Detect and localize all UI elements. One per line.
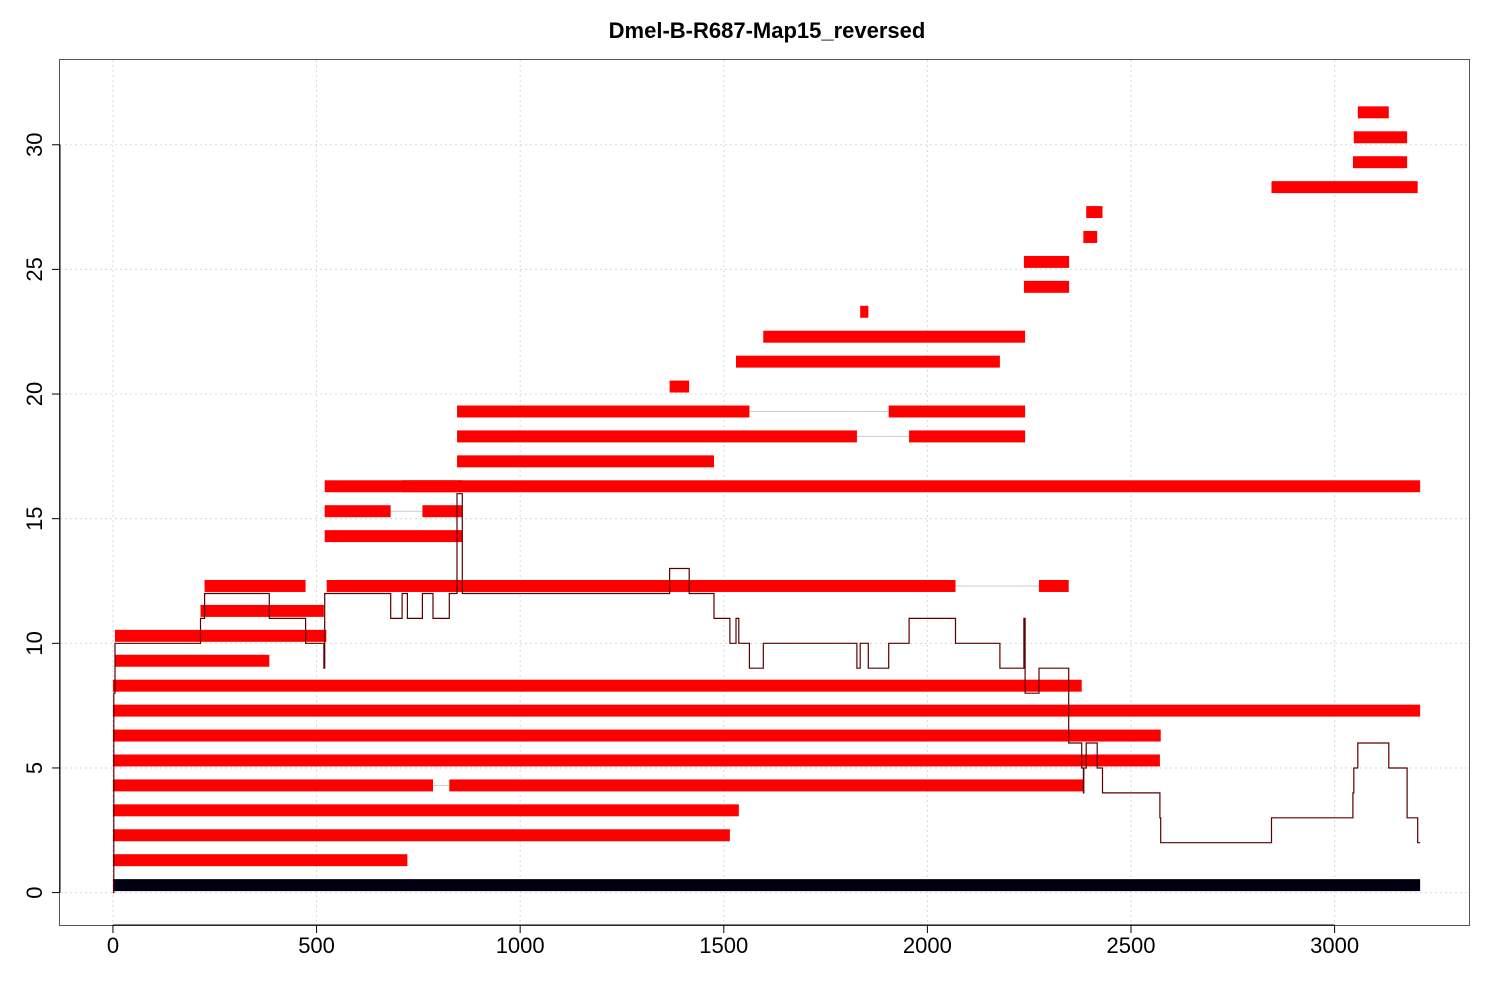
- read-bar: [1271, 181, 1418, 194]
- y-tick-label: 25: [22, 257, 47, 281]
- read-bar: [1352, 156, 1408, 169]
- coverage-line: [112, 493, 1421, 894]
- reference-bar-group: [112, 879, 1421, 892]
- y-tick-label: 30: [22, 133, 47, 157]
- read-bar: [324, 530, 463, 543]
- read-bar: [669, 380, 690, 393]
- coverage-line-group: [112, 493, 1421, 894]
- read-bar: [860, 305, 869, 318]
- read-bar: [888, 405, 1026, 418]
- read-bar: [1353, 131, 1408, 144]
- read-bar: [1086, 206, 1103, 219]
- read-bar: [324, 480, 463, 493]
- plot-frame: [59, 59, 1470, 926]
- read-bar: [112, 679, 1082, 692]
- read-bar: [200, 604, 324, 617]
- read-bar: [457, 455, 715, 468]
- read-bar: [324, 505, 391, 518]
- x-tick-label: 1000: [496, 933, 545, 958]
- read-bar: [1083, 231, 1098, 243]
- x-tick-label: 0: [107, 933, 119, 958]
- read-bar: [763, 330, 1026, 343]
- read-bar: [112, 854, 408, 867]
- read-bar: [1038, 579, 1069, 592]
- read-bar: [112, 754, 1160, 767]
- x-tick-label: 500: [298, 933, 335, 958]
- read-bar: [1023, 280, 1070, 293]
- read-bar: [204, 579, 306, 592]
- read-bar: [112, 829, 730, 842]
- y-tick-label: 10: [22, 631, 47, 655]
- read-bar: [112, 704, 1421, 717]
- y-tick-label: 5: [22, 762, 47, 774]
- read-bar: [114, 629, 327, 642]
- read-bar: [457, 405, 750, 418]
- x-tick-label: 1500: [699, 933, 748, 958]
- y-tick-label: 20: [22, 382, 47, 406]
- x-axis: 0 500 1000 1500 2000 2500 3000: [107, 924, 1359, 958]
- read-bar: [909, 430, 1026, 443]
- read-bar: [449, 779, 1084, 792]
- y-axis: 0 5 10 15 20 25 30: [22, 133, 61, 899]
- read-gap-lines: [390, 410, 1039, 786]
- read-bars: [112, 106, 1421, 867]
- y-tick-label: 0: [22, 886, 47, 898]
- read-bar: [112, 729, 1161, 742]
- read-bar: [114, 654, 270, 667]
- x-tick-label: 2500: [1107, 933, 1156, 958]
- read-bar: [457, 430, 857, 443]
- read-bar: [1023, 255, 1070, 268]
- read-bar: [1357, 106, 1389, 119]
- chart-title: Dmel-B-R687-Map15_reversed: [609, 18, 926, 43]
- y-tick-label: 15: [22, 506, 47, 530]
- reference-bar: [112, 879, 1421, 892]
- x-tick-label: 3000: [1310, 933, 1359, 958]
- read-bar: [402, 480, 1421, 493]
- x-tick-label: 2000: [903, 933, 952, 958]
- read-bar: [112, 804, 739, 817]
- read-bar: [326, 579, 956, 592]
- read-bar: [422, 505, 463, 518]
- read-bar: [735, 355, 1000, 368]
- gridlines: [60, 60, 1469, 925]
- read-bar: [112, 779, 434, 792]
